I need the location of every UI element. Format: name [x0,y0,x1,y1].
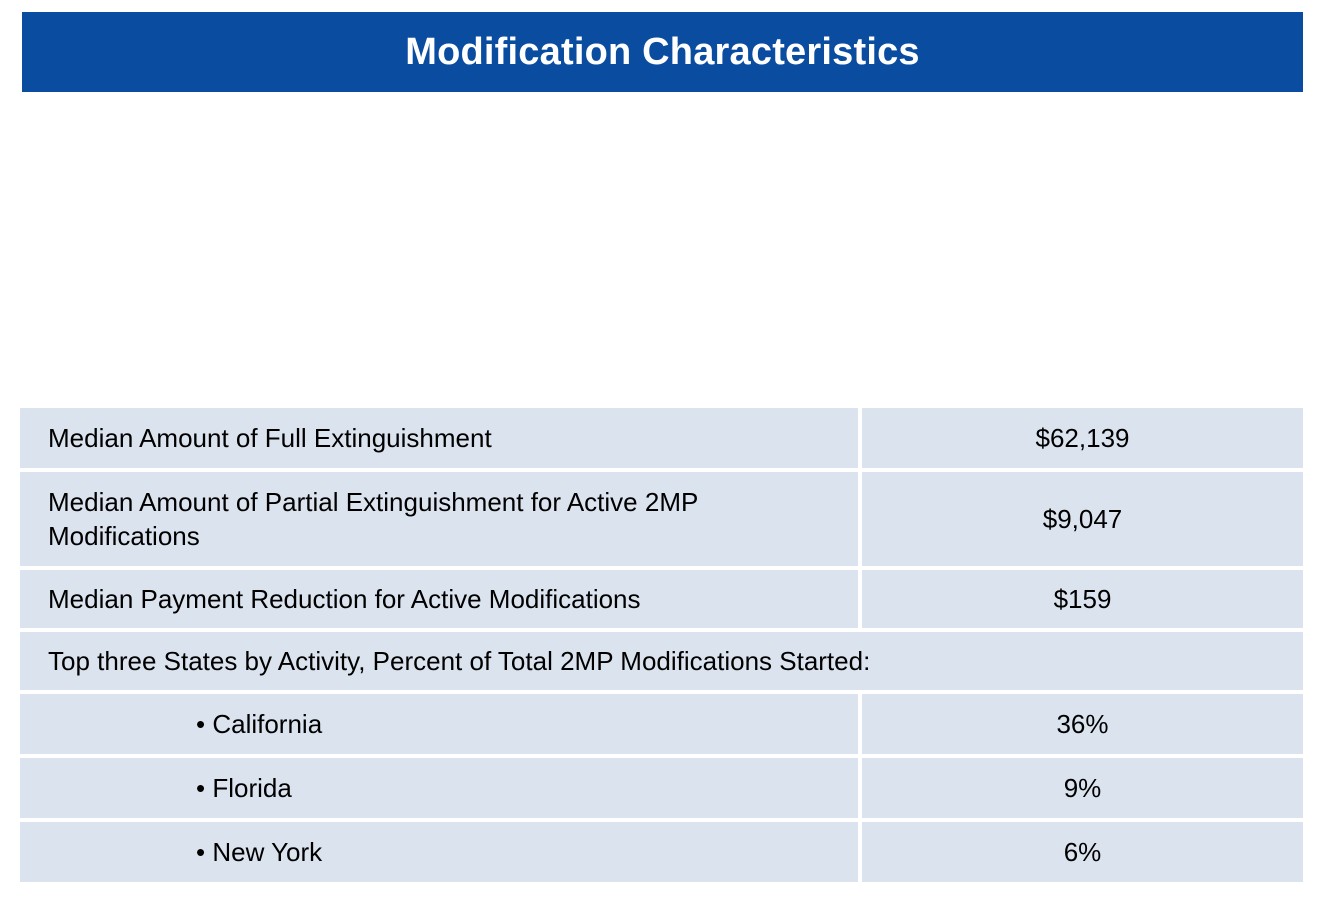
row-label: Median Amount of Full Extinguishment [20,408,858,468]
state-label: • California [20,694,858,754]
characteristics-table: Median Amount of Full Extinguishment $62… [20,408,1303,886]
state-value: 9% [862,758,1303,818]
table-row: Median Amount of Partial Extinguishment … [20,472,1303,566]
row-value: $9,047 [862,472,1303,566]
page-title: Modification Characteristics [405,30,920,73]
states-header: Top three States by Activity, Percent of… [20,632,1303,690]
table-row: Median Payment Reduction for Active Modi… [20,570,1303,628]
state-label: • Florida [20,758,858,818]
table-row: • Florida 9% [20,758,1303,818]
table-row: • New York 6% [20,822,1303,882]
state-value: 6% [862,822,1303,882]
table-row: Median Amount of Full Extinguishment $62… [20,408,1303,468]
row-value: $159 [862,570,1303,628]
states-header-row: Top three States by Activity, Percent of… [20,632,1303,690]
row-value: $62,139 [862,408,1303,468]
state-value: 36% [862,694,1303,754]
state-label: • New York [20,822,858,882]
table-row: • California 36% [20,694,1303,754]
row-label: Median Amount of Partial Extinguishment … [20,472,858,566]
row-label: Median Payment Reduction for Active Modi… [20,570,858,628]
title-bar: Modification Characteristics [22,12,1303,92]
